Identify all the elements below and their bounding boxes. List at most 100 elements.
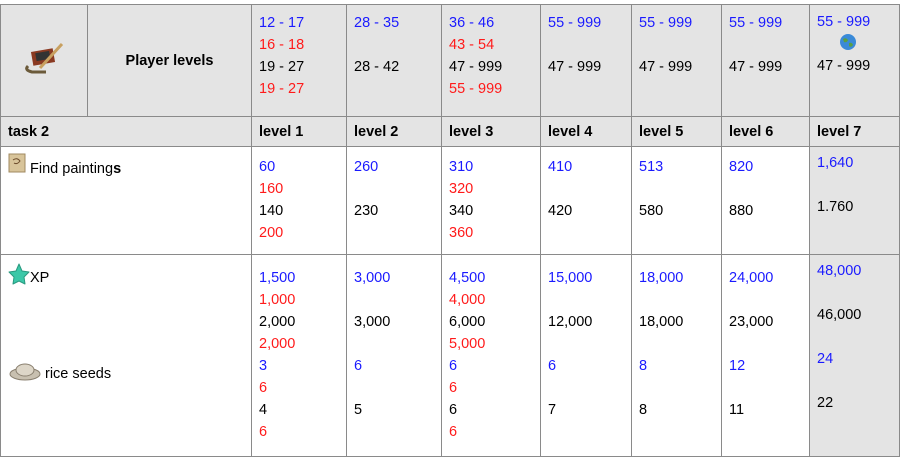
value-line: 880 <box>729 203 754 219</box>
value-line: 55 - 999 <box>639 15 693 31</box>
value-line <box>817 174 899 196</box>
value-line <box>817 414 899 436</box>
value-line <box>639 289 721 311</box>
value-line: 47 - 999 <box>548 59 602 75</box>
value-line: 15,000 <box>548 270 593 286</box>
find-paintings-level-3: 310 320 340 360 <box>441 146 541 255</box>
value-line: 360 <box>449 225 474 241</box>
rice-seeds-label: rice seeds <box>45 366 112 382</box>
value-line: 12 - 17 <box>259 15 305 31</box>
value-line: 3,000 <box>354 270 391 286</box>
find-paintings-level-6: 820 880 <box>721 146 810 255</box>
value-line: 47 - 999 <box>639 59 693 75</box>
player-levels-title: Player levels <box>87 4 252 117</box>
level-row: task 2 level 1 level 2 level 3 level 4 l… <box>0 116 900 147</box>
level-5-header: level 5 <box>631 116 722 147</box>
value-line: 16 - 18 <box>259 37 305 53</box>
value-line: 6 <box>449 358 458 374</box>
value-line: 18,000 <box>639 270 684 286</box>
value-line <box>548 421 631 443</box>
value-line: 8 <box>639 358 648 374</box>
value-line <box>354 34 441 56</box>
value-line: 260 <box>354 159 379 175</box>
value-line: 1,640 <box>817 155 854 171</box>
rewards-level-4: 15,000 12,000 6 7 <box>540 254 632 457</box>
value-line <box>729 377 809 399</box>
value-line: 55 - 999 <box>729 15 783 31</box>
value-line: 513 <box>639 159 664 175</box>
value-line <box>639 333 721 355</box>
value-line: 3,000 <box>354 314 391 330</box>
value-line: 6 <box>449 380 458 396</box>
value-line: 1.760 <box>817 199 854 215</box>
level-range-2: 28 - 35 28 - 42 <box>346 4 442 117</box>
value-line <box>354 421 441 443</box>
level-1-header: level 1 <box>251 116 347 147</box>
globe-icon <box>840 34 856 50</box>
find-paintings-level-7: 1,640 1.760 <box>809 146 900 255</box>
rewards-table: Player levels 12 - 17 16 - 18 19 - 27 19 - … <box>0 4 900 457</box>
value-line: 18,000 <box>639 314 684 330</box>
task-icon-cell <box>0 4 88 117</box>
value-line <box>639 34 721 56</box>
value-line <box>639 78 721 100</box>
value-line: 310 <box>449 159 474 175</box>
rice-seeds-icon <box>9 361 43 388</box>
value-line: 6,000 <box>449 314 486 330</box>
value-line: 28 - 35 <box>354 15 400 31</box>
value-line <box>817 282 899 304</box>
level-range-5: 55 - 999 47 - 999 <box>631 4 722 117</box>
table-row-rewards: XP rice seeds 1,500 1,000 2,000 2,000 3 6 4 6 3… <box>0 254 900 457</box>
value-line: 24 <box>817 351 834 367</box>
value-line: 6 <box>548 358 557 374</box>
value-line: 36 - 46 <box>449 15 495 31</box>
find-paintings-label-cell: Find paintings <box>0 146 252 255</box>
value-line: 60 <box>259 159 276 175</box>
value-line <box>548 178 631 200</box>
value-line <box>729 421 809 443</box>
value-line <box>729 78 809 100</box>
value-line <box>639 421 721 443</box>
value-line: 47 - 999 <box>449 59 503 75</box>
value-line: 24,000 <box>729 270 774 286</box>
find-paintings-level-4: 410 420 <box>540 146 632 255</box>
value-line <box>548 333 631 355</box>
level-range-6: 55 - 999 47 - 999 <box>721 4 810 117</box>
value-line <box>548 222 631 244</box>
level-7-header: level 7 <box>809 116 900 147</box>
value-line: 46,000 <box>817 307 862 323</box>
value-line: 6 <box>259 380 268 396</box>
value-line: 200 <box>259 225 284 241</box>
value-line: 4 <box>259 402 268 418</box>
level-2-header: level 2 <box>346 116 442 147</box>
value-line <box>729 34 809 56</box>
value-line: 22 <box>817 395 834 411</box>
value-line: 160 <box>259 181 284 197</box>
painting-scroll-icon <box>8 153 26 180</box>
value-line: 410 <box>548 159 573 175</box>
value-line: 5 <box>354 402 363 418</box>
value-line: 420 <box>548 203 573 219</box>
table-row-find-paintings: Find paintings 60 160 140 200 260 230 310 320… <box>0 146 900 255</box>
value-line: 23,000 <box>729 314 774 330</box>
value-line: 12,000 <box>548 314 593 330</box>
value-line <box>354 78 441 100</box>
xp-star-icon <box>8 263 30 292</box>
value-line: 320 <box>449 181 474 197</box>
value-line: 4,500 <box>449 270 486 286</box>
value-line: 5,000 <box>449 336 486 352</box>
value-line: 47 - 999 <box>729 59 783 75</box>
rewards-label-cell: XP rice seeds <box>0 254 252 457</box>
rewards-level-1: 1,500 1,000 2,000 2,000 3 6 4 6 <box>251 254 347 457</box>
value-line: 3 <box>259 358 268 374</box>
rewards-level-6: 24,000 23,000 12 11 <box>721 254 810 457</box>
rewards-level-2: 3,000 3,000 6 5 <box>346 254 442 457</box>
value-line: 6 <box>449 424 458 440</box>
value-line <box>639 178 721 200</box>
rewards-level-7: 48,000 46,000 24 22 <box>809 254 900 457</box>
rewards-level-3: 4,500 4,000 6,000 5,000 6 6 6 6 <box>441 254 541 457</box>
value-line <box>548 289 631 311</box>
value-line <box>354 333 441 355</box>
value-line: 1,000 <box>259 292 296 308</box>
value-line <box>729 178 809 200</box>
